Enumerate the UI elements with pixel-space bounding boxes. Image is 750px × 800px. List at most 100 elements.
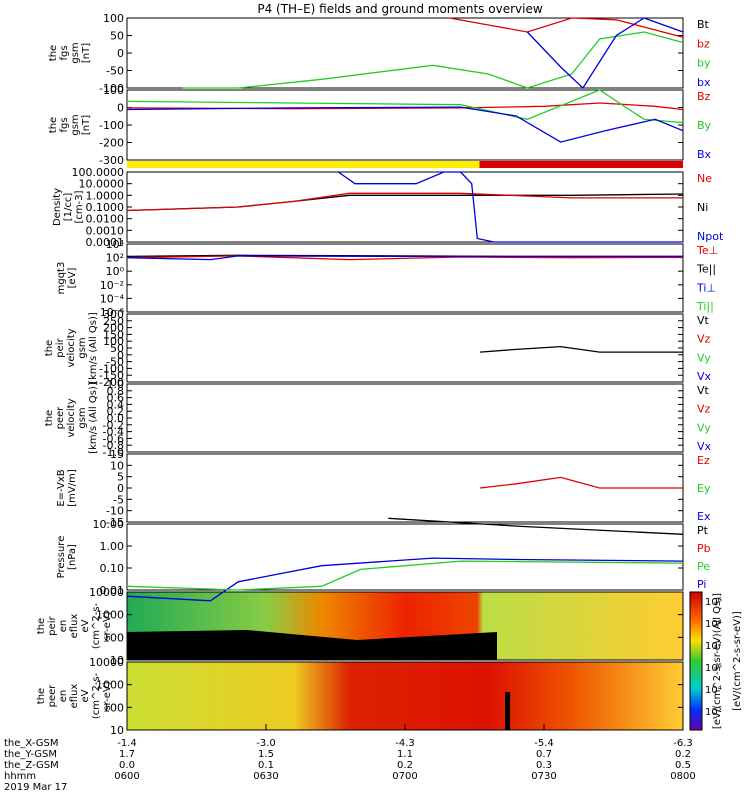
legend-Ez: Ez: [697, 454, 710, 467]
x-value: 1.5: [258, 749, 274, 760]
y-axis-label: velocity: [66, 328, 77, 367]
colorbar-tick: 10⁴: [705, 685, 722, 696]
panel-frame: [126, 243, 684, 313]
y-tick-label: 15: [110, 448, 124, 461]
y-axis-label: [1/cc]: [63, 193, 74, 222]
y-tick-label: -50: [106, 65, 124, 78]
x-row-label: the_Y-GSM: [4, 749, 57, 760]
y-axis-label: Pressure: [56, 536, 67, 579]
x-value: 1.7: [119, 749, 135, 760]
y-axis-label: fgs: [59, 45, 70, 60]
y-tick-label: 50: [110, 30, 124, 43]
legend-By: By: [697, 119, 712, 132]
legend-Pe: Pe: [697, 560, 710, 573]
legend-Ti⊥: Ti⊥: [696, 281, 716, 294]
y-tick-label: 10⁻⁴: [100, 292, 125, 305]
y-tick-label: -1.0: [103, 446, 124, 459]
y-axis-label: [mV/m]: [67, 469, 78, 507]
y-tick-label: 100: [103, 335, 124, 348]
y-tick-label: -50: [106, 356, 124, 369]
legend-Pb: Pb: [697, 542, 711, 555]
legend-Bz: Bz: [697, 90, 711, 103]
y-tick-label: 100: [103, 701, 124, 714]
y-tick-label: 0.2: [107, 405, 125, 418]
series-Pi: [126, 557, 684, 602]
y-tick-label: -0.8: [103, 439, 124, 452]
y-tick-label: 5: [117, 471, 124, 484]
panel-peer_vel: 1.00.80.60.40.20.0-0.2-0.4-0.6-0.8-1.0 th…: [44, 378, 712, 459]
x-value: 0.2: [397, 760, 413, 771]
series-Bz: [126, 102, 684, 111]
colorbar-scale: [689, 591, 703, 731]
y-tick-label: -0.2: [103, 419, 124, 432]
x-value: 0.0: [119, 760, 135, 771]
legend-Vz: Vz: [697, 403, 711, 416]
mode-bar-segment: [127, 161, 480, 168]
legend-Bx: Bx: [697, 148, 712, 161]
y-axis-label: peir: [55, 337, 66, 357]
series-Ti⊥: [126, 255, 683, 261]
y-tick-label: 0: [117, 349, 124, 362]
panel-frame: [126, 591, 684, 661]
chart-title: P4 (TH–E) fields and ground moments over…: [257, 2, 542, 16]
y-axis-label: peer: [55, 406, 66, 430]
series-Vt: [480, 345, 683, 353]
legend-bz: bz: [697, 37, 710, 50]
y-tick-label: 10⁻²: [100, 279, 124, 292]
y-tick-label: 300: [103, 308, 124, 321]
y-tick-label: -0.6: [103, 432, 124, 445]
x-value: 0.3: [536, 760, 552, 771]
y-tick-label: 0.0: [107, 412, 125, 425]
legend-Ey: Ey: [697, 482, 711, 495]
y-tick-label: 100: [103, 12, 124, 25]
panel-pressure: 10.00 1.00 0.10 0.01 Pressure [nPa] Pt Pb Pe Pi: [56, 518, 711, 597]
series-By: [126, 89, 684, 124]
y-tick-label: 0.4: [107, 398, 125, 411]
y-tick-label: 0.10: [100, 562, 125, 575]
legend-Bt: Bt: [697, 18, 710, 31]
y-tick-label: 10000: [89, 586, 124, 599]
panel-peer_spec: 10000 1000 100 10 the peer en eflux eV (cm^2-s-sr…: [36, 656, 684, 737]
legend-by: by: [697, 57, 711, 70]
series-Te⊥: [126, 255, 684, 261]
x-axis-layer: the_X-GSM -1.4 -3.0 -4.3 -5.4 -6.3 the_Y-GSM 1.…: [4, 724, 696, 793]
x-value: -1.4: [117, 738, 137, 749]
legend-Pt: Pt: [697, 524, 709, 537]
y-tick-label: 0.01: [100, 584, 125, 597]
y-tick-label: -5: [113, 493, 124, 506]
legend-Te⊥: Te⊥: [696, 244, 718, 257]
y-tick-label: 1.0: [107, 378, 125, 391]
x-value: 0.1: [258, 760, 274, 771]
legend-Vx: Vx: [697, 440, 712, 453]
x-value: -6.3: [673, 738, 693, 749]
y-axis-label: eV: [80, 689, 91, 702]
colorbar: 10⁶ 10⁴ 10² 10⁶ 10⁴ 10² [eV/(cm^2-s-sr-eV)] [eV…: [689, 591, 743, 731]
spectrogram-field: [127, 662, 683, 730]
y-tick-label: 0: [117, 482, 124, 495]
y-tick-label: -100: [99, 82, 124, 95]
legend-Vz: Vz: [697, 333, 711, 346]
y-tick-label: 1000: [96, 679, 124, 692]
y-tick-label: 10⁻⁶: [100, 306, 125, 319]
x-value: 0800: [670, 771, 695, 782]
y-axis-label: eflux: [69, 614, 80, 639]
y-tick-label: 0.0010: [86, 224, 125, 237]
series-Bx: [126, 106, 684, 143]
y-axis-label: [nPa]: [67, 544, 78, 570]
colorbar-inner-label: [eV/(cm^2-s-sr-eV)(All Qs)]: [712, 593, 723, 729]
x-value: 0.7: [536, 749, 552, 760]
y-tick-label: 150: [103, 328, 124, 341]
colorbar-tick: 10⁴: [705, 619, 722, 630]
y-axis-label: eflux: [69, 684, 80, 709]
series-Ne: [126, 192, 683, 212]
x-value: 0630: [253, 771, 278, 782]
legend-Vt: Vt: [697, 314, 710, 327]
y-tick-label: 200: [103, 322, 124, 335]
panel-peir_spec: 10000 1000 100 10 the peir en eflux eV (cm^2-s-sr…: [36, 586, 684, 667]
legend-Ne: Ne: [697, 172, 712, 185]
x-value: 0.2: [675, 749, 691, 760]
y-tick-label: 0.6: [107, 392, 125, 405]
legend-bx: bx: [697, 76, 711, 89]
